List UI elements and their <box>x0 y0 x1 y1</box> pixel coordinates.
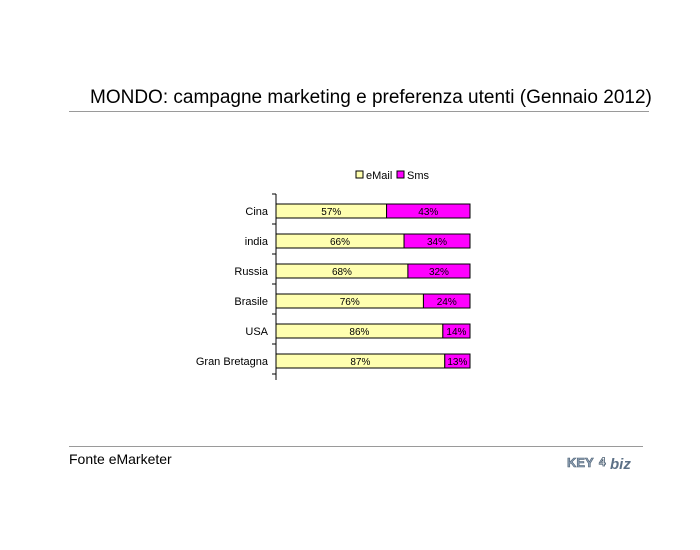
category-label-india: india <box>245 236 269 248</box>
legend: eMail Sms <box>355 170 430 182</box>
data-label-email-brasile: 76% <box>340 297 360 308</box>
bars: 57% 43% 66% 34% 68% 32% 76% 24% 86% 14% 87% 13% <box>275 203 471 369</box>
slide-title: MONDO: campagne marketing e preferenza u… <box>90 87 652 108</box>
data-label-sms-russia: 32% <box>429 267 449 278</box>
category-label-gran-bretagna: Gran Bretagna <box>196 356 269 368</box>
data-label-sms-gran-bretagna: 13% <box>447 357 467 368</box>
legend-label-sms: Sms <box>407 170 430 182</box>
data-label-sms-india: 34% <box>427 237 447 248</box>
legend-swatch-email <box>355 170 364 179</box>
logo-four: 4 <box>599 455 606 469</box>
data-label-email-gran-bretagna: 87% <box>350 357 370 368</box>
bar-sms-india <box>403 233 471 249</box>
bar-chart: eMail Sms Cina india Russia Brasile USA Gran B… <box>196 170 471 380</box>
source-note: Fonte eMarketer <box>69 451 172 467</box>
bar-sms-gran-bretagna <box>444 353 471 369</box>
category-label-cina: Cina <box>245 206 269 218</box>
category-label-brasile: Brasile <box>234 296 268 308</box>
category-axis: Cina india Russia Brasile USA Gran Bretagna <box>196 193 277 380</box>
data-label-sms-brasile: 24% <box>437 297 457 308</box>
data-label-email-russia: 68% <box>332 267 352 278</box>
footer-divider <box>69 446 643 447</box>
legend-label-email: eMail <box>366 170 392 182</box>
data-label-email-cina: 57% <box>321 207 341 218</box>
logo-key: KEY <box>567 455 594 470</box>
category-label-usa: USA <box>245 326 268 338</box>
bar-sms-brasile <box>422 293 471 309</box>
data-label-sms-cina: 43% <box>418 207 438 218</box>
logo-biz: biz <box>610 456 631 473</box>
bar-sms-usa <box>442 323 471 339</box>
data-label-sms-usa: 14% <box>446 327 466 338</box>
bar-sms-cina <box>386 203 471 219</box>
legend-swatch-sms <box>396 170 405 179</box>
bar-sms-russia <box>407 263 471 279</box>
data-label-email-usa: 86% <box>349 327 369 338</box>
key4biz-logo: KEY 4 biz <box>567 455 632 473</box>
category-label-russia: Russia <box>234 266 269 278</box>
data-label-email-india: 66% <box>330 237 350 248</box>
title-divider <box>69 111 649 112</box>
